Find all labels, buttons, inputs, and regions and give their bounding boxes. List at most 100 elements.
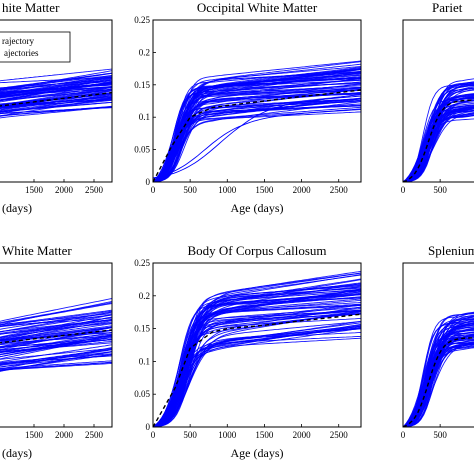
legend-entry: ajectories — [4, 48, 39, 58]
chart-title: Pariet — [432, 0, 463, 15]
trajectory-line — [0, 337, 112, 358]
mean-trajectory-line — [153, 89, 361, 182]
trajectory-line — [403, 346, 474, 427]
axes-frame — [0, 19, 113, 183]
trajectory-line — [403, 312, 474, 427]
x-tick-label: 1500 — [25, 430, 44, 440]
legend: rajectory ajectories — [0, 31, 71, 63]
trajectory-line — [0, 106, 112, 115]
trajectory-line — [403, 113, 474, 182]
mean-trajectory-line — [153, 313, 361, 427]
trajectory-line — [403, 342, 474, 427]
trajectory-line — [0, 76, 112, 84]
axes-frame — [402, 262, 474, 428]
trajectory-line — [403, 110, 474, 182]
panel-6: Splenium 0 500 — [401, 243, 474, 440]
panel-5: Body Of Corpus Callosum 0 500 1000 1500 2000 2… — [134, 243, 362, 460]
trajectory-line — [0, 323, 112, 342]
x-tick-label: 2500 — [330, 430, 349, 440]
legend-box — [0, 31, 71, 63]
mean-trajectory-line — [0, 329, 112, 344]
x-tick-label: 500 — [183, 430, 197, 440]
y-tick-label: 0 — [146, 177, 151, 187]
trajectory-line — [0, 348, 112, 366]
x-tick-label: 2500 — [85, 185, 104, 195]
trajectory-line — [403, 106, 474, 182]
panel-4: White Matter 1500 2000 2500 (days) — [0, 243, 113, 460]
trajectory-line — [153, 311, 361, 427]
trajectory-line — [153, 111, 361, 182]
y-tick-label: 0.2 — [139, 47, 150, 57]
trajectory-line — [403, 84, 474, 182]
trajectory-line — [403, 81, 474, 182]
trajectory-line — [0, 327, 112, 343]
trajectory-line — [0, 333, 112, 346]
trajectory-line — [0, 95, 112, 115]
trajectory-line — [0, 317, 112, 327]
trajectory-line — [403, 93, 474, 182]
trajectory-line — [153, 306, 361, 427]
trajectory-line — [153, 66, 361, 182]
trajectory-line — [153, 320, 361, 427]
x-tick-label: 500 — [433, 185, 447, 195]
trajectory-line — [403, 100, 474, 182]
trajectory-line — [0, 362, 112, 371]
x-axis-label: Age (days) — [231, 446, 284, 460]
x-tick-label: 1500 — [25, 185, 44, 195]
x-tick-label: 1500 — [255, 185, 274, 195]
trajectory-line — [0, 347, 112, 360]
plot-area — [153, 270, 361, 427]
trajectory-line — [403, 321, 474, 427]
trajectory-line — [403, 340, 474, 427]
trajectory-line — [0, 89, 112, 102]
trajectory-line — [153, 278, 361, 427]
trajectory-line — [0, 311, 112, 333]
trajectory-line — [0, 329, 112, 349]
y-tick-label: 0.2 — [139, 291, 150, 301]
trajectory-line — [153, 108, 361, 179]
trajectory-line — [403, 82, 474, 182]
trajectory-line — [0, 311, 112, 330]
trajectory-line — [153, 68, 361, 182]
trajectory-line — [153, 291, 361, 427]
trajectory-line — [0, 95, 112, 109]
trajectory-line — [0, 362, 112, 370]
mean-trajectory-line — [403, 337, 474, 427]
x-tick-label: 2000 — [55, 185, 74, 195]
y-tick-label: 0.15 — [134, 324, 150, 334]
axes-frame — [152, 262, 362, 428]
trajectory-line — [0, 98, 112, 109]
trajectory-line — [403, 107, 474, 182]
trajectory-line — [0, 309, 112, 326]
trajectory-line — [0, 105, 112, 117]
trajectory-line — [0, 302, 112, 324]
plot-area — [153, 60, 361, 182]
trajectory-line — [153, 68, 361, 182]
trajectory-line — [403, 313, 474, 427]
trajectory-line — [153, 82, 361, 182]
trajectory-line — [403, 324, 474, 427]
trajectory-line — [153, 288, 361, 427]
x-tick-label: 0 — [151, 185, 156, 195]
trajectory-line — [153, 324, 361, 427]
x-tick-label: 500 — [433, 430, 447, 440]
trajectory-line — [403, 104, 474, 182]
x-tick-label: 1500 — [255, 430, 274, 440]
trajectory-line — [0, 83, 112, 99]
trajectory-line — [153, 95, 361, 179]
y-tick-label: 0 — [146, 422, 151, 432]
trajectory-line — [403, 339, 474, 427]
y-tick-label: 0.1 — [139, 356, 150, 366]
trajectory-line — [0, 98, 112, 113]
trajectory-line — [153, 286, 361, 427]
trajectory-line — [403, 342, 474, 427]
trajectory-line — [153, 106, 361, 182]
trajectory-line — [403, 342, 474, 427]
x-axis-label: Age (days) — [231, 201, 284, 215]
x-axis-label: (days) — [2, 201, 32, 215]
trajectory-line — [403, 341, 474, 427]
chart-title: Occipital White Matter — [197, 0, 318, 15]
x-tick-label: 2000 — [55, 430, 74, 440]
trajectory-line — [403, 109, 474, 182]
trajectory-line — [153, 98, 361, 182]
